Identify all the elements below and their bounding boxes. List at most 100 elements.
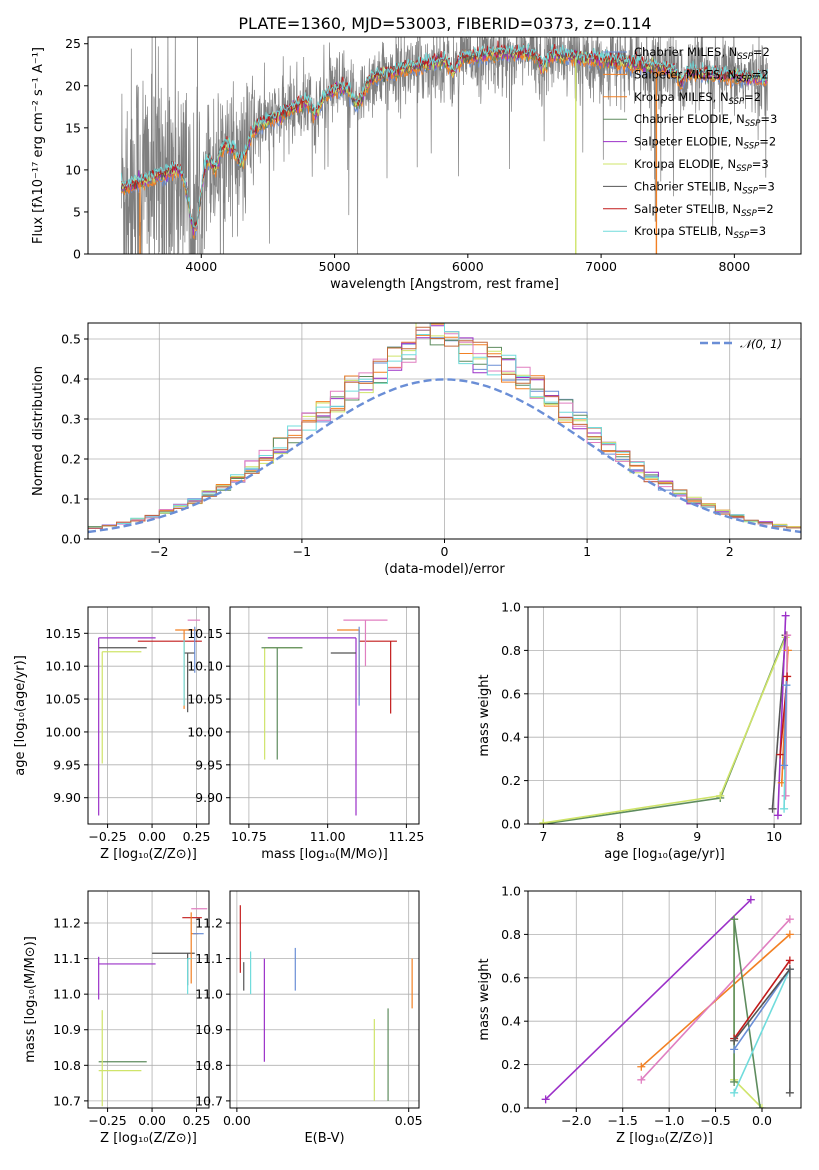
figure-title: PLATE=1360, MJD=53003, FIBERID=0373, z=0… bbox=[238, 14, 651, 33]
y-axis-label: mass [log₁₀(M/M⊙)] bbox=[23, 936, 38, 1063]
series-4-marker bbox=[730, 915, 739, 924]
y-axis-label: age [log₁₀(age/yr)] bbox=[13, 655, 28, 776]
series-1-marker bbox=[716, 791, 725, 800]
x-tick-label: 4000 bbox=[185, 259, 217, 274]
y-tick-label: 9.95 bbox=[53, 757, 81, 772]
x-tick-label: 0.00 bbox=[138, 829, 166, 844]
panel-mass-age: 10.75 11.00 11.25 9.90 9.95 10.00 10.05 10.10 10… bbox=[187, 606, 425, 862]
panel-z-weight: −2.0 −1.5 −1.0 −0.5 0.0 0.0 0.2 0.4 0.6 0.8 1.0 Z [… bbox=[477, 884, 802, 1146]
y-tick-label: 25 bbox=[65, 36, 81, 51]
y-tick-label: 11.0 bbox=[53, 987, 81, 1002]
data-point-0 bbox=[267, 637, 357, 816]
x-tick-label: 0.00 bbox=[223, 1113, 251, 1128]
plot-area-ebv-mass bbox=[239, 905, 413, 1101]
x-tick-label: 2 bbox=[726, 544, 734, 559]
x-tick-label: −0.25 bbox=[88, 829, 126, 844]
y-axis-label: Flux [fλ10⁻¹⁷ erg cm⁻² s⁻¹ A⁻¹] bbox=[31, 47, 46, 244]
panel-z-mass: −0.25 0.00 0.25 10.7 10.8 10.9 11.0 11.1 11.2 Z [… bbox=[23, 890, 210, 1146]
y-tick-label: 9.90 bbox=[53, 790, 81, 805]
series-3-marker bbox=[758, 1104, 766, 1108]
y-tick-label: 9.95 bbox=[195, 757, 223, 772]
x-tick-label: 10 bbox=[766, 829, 782, 844]
data-point-0 bbox=[98, 956, 156, 1000]
y-tick-label: 10.05 bbox=[187, 692, 223, 707]
y-tick-label: 0.1 bbox=[61, 492, 81, 507]
y-tick-label: 11.2 bbox=[53, 916, 81, 931]
y-tick-label: 10.00 bbox=[45, 724, 81, 739]
x-tick-label: −2 bbox=[150, 544, 168, 559]
y-tick-label: 10 bbox=[65, 162, 81, 177]
series-8-marker bbox=[785, 1088, 794, 1097]
series-5 bbox=[733, 959, 791, 1040]
y-tick-label: 10.9 bbox=[53, 1022, 81, 1037]
y-axis-label: Normed distribution bbox=[31, 366, 46, 496]
data-point-6 bbox=[343, 619, 388, 667]
legend-entry: Kroupa ELODIE, NSSP=3 bbox=[634, 157, 769, 174]
series-2 bbox=[640, 918, 791, 1081]
legend-entry: 𝒩(0, 1) bbox=[740, 337, 782, 351]
y-tick-label: 0.4 bbox=[61, 372, 81, 387]
x-tick-label: 9 bbox=[693, 829, 701, 844]
series-normal-curve bbox=[88, 378, 801, 534]
series-2-marker bbox=[637, 1075, 646, 1084]
legend-entry: Chabrier STELIB, NSSP=3 bbox=[634, 179, 775, 196]
legend-entry: Salpeter STELIB, NSSP=2 bbox=[634, 202, 774, 219]
y-tick-label: 0.6 bbox=[501, 686, 521, 701]
y-tick-label: 10.7 bbox=[53, 1093, 81, 1108]
series-8-marker bbox=[785, 965, 794, 974]
x-tick-label: 0.00 bbox=[138, 1113, 166, 1128]
y-axis-label: mass weight bbox=[477, 674, 492, 756]
data-point-2 bbox=[261, 647, 303, 760]
y-tick-label: 0.8 bbox=[501, 643, 521, 658]
y-tick-label: 10.10 bbox=[45, 659, 81, 674]
series-8 bbox=[783, 685, 788, 766]
axes-frame bbox=[229, 606, 420, 825]
axes-frame bbox=[87, 890, 210, 1109]
series-8-marker bbox=[780, 761, 789, 770]
x-axis-label: mass [log₁₀(M/M⊙)] bbox=[261, 847, 388, 862]
x-tick-label: 5000 bbox=[319, 259, 351, 274]
x-axis-label: Z [log₁₀(Z/Z⊙)] bbox=[100, 847, 197, 862]
plot-area-z-mass bbox=[98, 908, 208, 1107]
series-observed-spectrum bbox=[120, 37, 768, 254]
series-6-marker bbox=[776, 750, 785, 759]
legend-spectrum: Chabrier MILES, NSSP=2 Salpeter MILES, NS… bbox=[603, 45, 777, 241]
plot-area-age-weight bbox=[539, 611, 792, 824]
x-tick-label: −1.5 bbox=[608, 1113, 638, 1128]
legend-entry: Kroupa MILES, NSSP=2 bbox=[634, 90, 761, 107]
y-tick-label: 0.4 bbox=[501, 1014, 521, 1029]
x-tick-label: −1.0 bbox=[654, 1113, 684, 1128]
axes-frame bbox=[527, 890, 802, 1109]
x-tick-label: 0.05 bbox=[395, 1113, 423, 1128]
series-1-marker bbox=[539, 818, 548, 824]
series-8-marker bbox=[730, 1036, 739, 1045]
series-3-marker bbox=[773, 811, 782, 820]
plot-area-spectrum bbox=[120, 37, 768, 254]
x-tick-label: −0.25 bbox=[88, 1113, 126, 1128]
series-4-marker bbox=[783, 646, 792, 655]
series-model-8 bbox=[120, 43, 768, 228]
series-0-marker bbox=[541, 1095, 550, 1104]
x-tick-label: 10.75 bbox=[231, 829, 267, 844]
data-point-2 bbox=[98, 1010, 142, 1107]
series-3-marker bbox=[781, 611, 790, 620]
x-tick-label: 11.25 bbox=[389, 829, 425, 844]
y-tick-label: 15 bbox=[65, 120, 81, 135]
y-tick-label: 0.2 bbox=[61, 452, 81, 467]
y-tick-label: 10.05 bbox=[45, 692, 81, 707]
data-point-4 bbox=[359, 640, 397, 714]
y-tick-label: 11.1 bbox=[53, 951, 81, 966]
y-tick-label: 10.9 bbox=[195, 1022, 223, 1037]
x-axis-label: wavelength [Angstrom, rest frame] bbox=[330, 277, 559, 292]
series-6-marker bbox=[783, 672, 792, 681]
series-2-marker bbox=[768, 804, 777, 813]
x-tick-label: 1 bbox=[583, 544, 591, 559]
y-tick-label: 10.10 bbox=[187, 659, 223, 674]
x-tick-label: −1 bbox=[293, 544, 311, 559]
series-5-marker bbox=[785, 956, 794, 965]
y-tick-label: 10.8 bbox=[195, 1058, 223, 1073]
x-axis-label: Z [log₁₀(Z/Z⊙)] bbox=[100, 1131, 197, 1146]
y-tick-label: 0.0 bbox=[501, 817, 521, 832]
data-point-6 bbox=[184, 652, 195, 713]
y-tick-label: 9.90 bbox=[195, 790, 223, 805]
